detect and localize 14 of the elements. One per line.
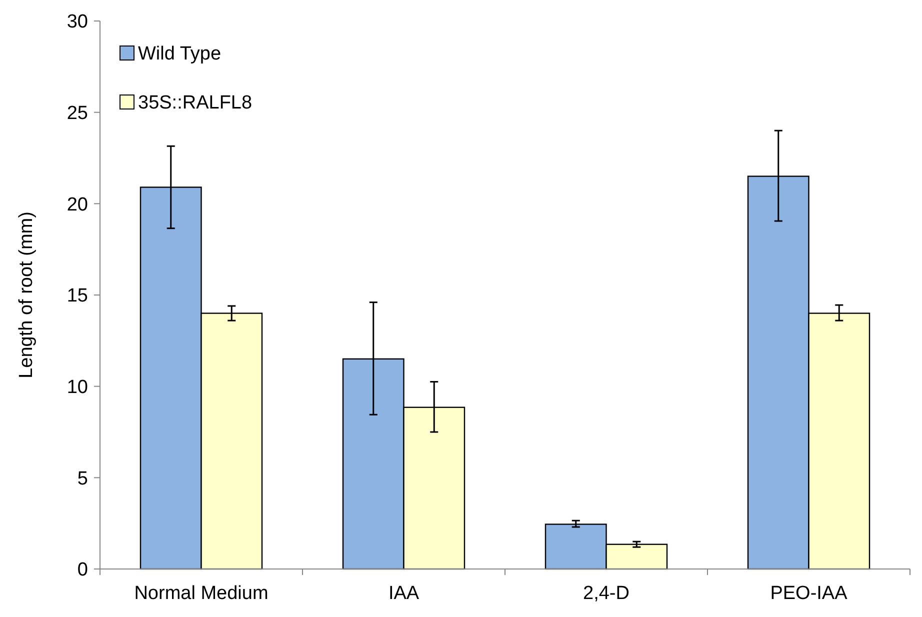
y-tick-label: 10 [66,376,88,398]
y-tick-label: 5 [77,468,88,490]
legend-label: 35S::RALFL8 [138,92,252,114]
x-tick-label: Normal Medium [134,583,268,604]
y-tick-label: 20 [66,194,88,216]
y-axis-title: Length of root (mm) [16,212,37,378]
y-tick-label: 25 [66,102,88,124]
legend-label: Wild Type [138,44,222,65]
y-tick-label: 30 [66,12,88,33]
x-tick-label: PEO-IAA [770,583,848,604]
y-tick-label: 15 [66,286,88,307]
x-tick-label: 2,4-D [583,583,630,604]
y-tick-label: 0 [77,560,88,581]
x-tick-label: IAA [388,583,420,604]
